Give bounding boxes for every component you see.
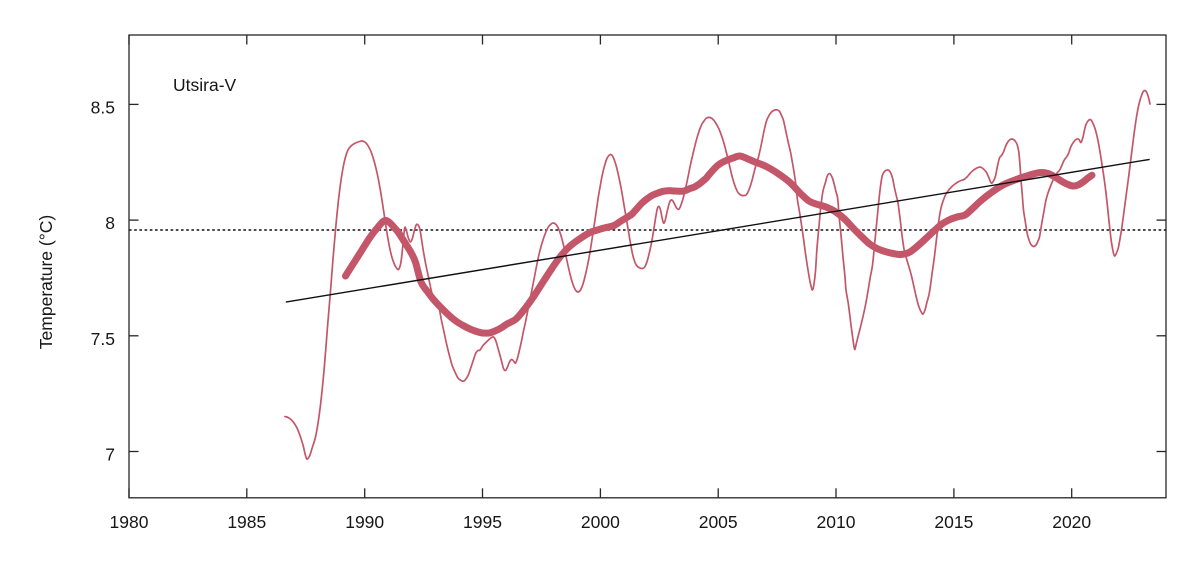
svg-text:Temperature (°C): Temperature (°C) xyxy=(36,215,56,349)
svg-text:1990: 1990 xyxy=(345,512,384,532)
svg-text:2005: 2005 xyxy=(699,512,738,532)
svg-text:7: 7 xyxy=(105,445,115,465)
svg-text:2010: 2010 xyxy=(817,512,856,532)
svg-text:8.5: 8.5 xyxy=(91,97,115,117)
svg-text:7.5: 7.5 xyxy=(91,329,115,349)
svg-text:1985: 1985 xyxy=(227,512,266,532)
svg-text:2020: 2020 xyxy=(1052,512,1091,532)
svg-text:8: 8 xyxy=(105,213,115,233)
svg-text:Utsira-V: Utsira-V xyxy=(173,75,237,95)
svg-text:1980: 1980 xyxy=(110,512,149,532)
svg-text:2000: 2000 xyxy=(581,512,620,532)
svg-text:2015: 2015 xyxy=(934,512,973,532)
svg-text:1995: 1995 xyxy=(463,512,502,532)
